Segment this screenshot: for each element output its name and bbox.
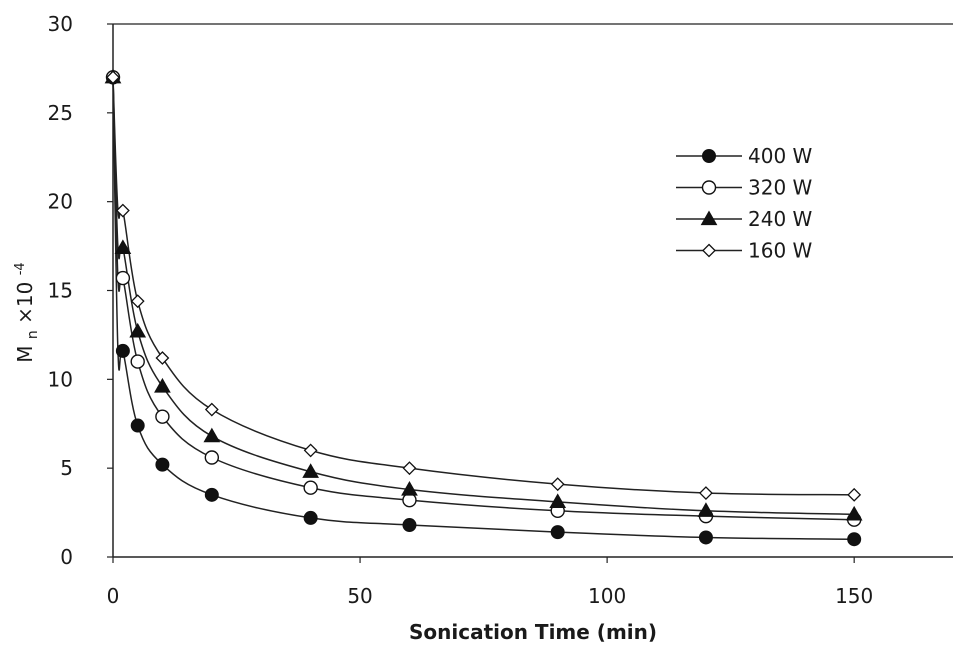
x-tick-label: 0: [107, 584, 120, 608]
legend-item-320w: 320 W: [676, 176, 813, 200]
legend-label: 400 W: [748, 144, 813, 168]
series-line-400w: [112, 77, 855, 540]
legend: 400 W 320 W 240 W 160 W: [676, 144, 813, 263]
y-tick-label: 25: [48, 101, 73, 125]
data-point-160w: [130, 294, 145, 309]
legend-marker-240w: [700, 210, 718, 226]
legend-item-240w: 240 W: [676, 207, 813, 231]
legend-marker-160w: [702, 243, 716, 258]
data-point-240w: [114, 239, 132, 254]
y-tick-label: 15: [48, 279, 73, 303]
y-axis-title-mid: ×10: [13, 282, 37, 324]
y-axis-title-subscript: n: [25, 330, 41, 339]
legend-label: 160 W: [748, 239, 813, 263]
data-point-400w: [303, 510, 318, 525]
y-axis-title-base: M: [13, 345, 37, 362]
data-point-400w: [155, 457, 170, 472]
data-point-160w: [115, 203, 130, 218]
data-point-400w: [550, 525, 565, 540]
legend-label: 240 W: [748, 207, 813, 231]
data-point-320w: [303, 480, 318, 495]
data-point-400w: [130, 418, 145, 433]
data-point-320w: [115, 270, 131, 286]
data-point-400w: [115, 343, 130, 358]
legend-item-160w: 160 W: [676, 239, 813, 263]
legend-item-400w: 400 W: [676, 144, 813, 168]
data-point-160w: [699, 486, 713, 500]
data-point-160w: [847, 487, 862, 502]
data-point-240w: [845, 505, 863, 521]
series-line-160w: [112, 77, 855, 496]
series-markers: [104, 68, 863, 547]
x-tick-label: 100: [588, 584, 626, 608]
axes: 0 5 10 15 20 25 30 0 50 100 150: [48, 12, 953, 608]
y-axis-title-superscript: -4: [13, 262, 28, 275]
y-tick-label: 30: [48, 12, 73, 36]
data-point-160w: [550, 477, 565, 492]
y-tick-label: 10: [48, 367, 73, 391]
x-tick-label: 150: [835, 584, 873, 608]
data-point-240w: [154, 377, 171, 393]
data-point-400w: [204, 487, 219, 502]
y-tick-label: 5: [60, 456, 73, 480]
data-point-160w: [402, 461, 417, 476]
series-line-320w: [112, 77, 855, 521]
series-lines: [112, 77, 855, 540]
data-point-400w: [698, 530, 713, 545]
data-point-240w: [401, 480, 418, 496]
data-point-160w: [204, 402, 219, 417]
y-axis-title: M n ×10 -4: [13, 262, 42, 362]
data-point-320w: [130, 354, 145, 369]
x-tick-label: 50: [347, 584, 372, 608]
data-point-320w: [204, 450, 220, 465]
data-point-240w: [697, 502, 715, 517]
y-tick-label: 20: [48, 190, 73, 214]
legend-marker-400w: [702, 149, 716, 163]
y-tick-label: 0: [60, 545, 73, 569]
data-point-400w: [402, 518, 417, 533]
data-point-240w: [302, 463, 320, 478]
data-point-160w: [303, 443, 318, 458]
data-point-160w: [106, 70, 120, 85]
data-point-160w: [155, 351, 170, 365]
data-point-240w: [203, 427, 221, 443]
data-point-240w: [129, 322, 147, 338]
data-point-240w: [549, 493, 567, 509]
series-line-240w: [112, 77, 855, 516]
x-axis-title: Sonication Time (min): [409, 620, 657, 642]
legend-label: 320 W: [748, 176, 813, 200]
data-point-320w: [155, 409, 170, 424]
data-point-400w: [847, 532, 862, 547]
legend-marker-320w: [701, 180, 717, 195]
